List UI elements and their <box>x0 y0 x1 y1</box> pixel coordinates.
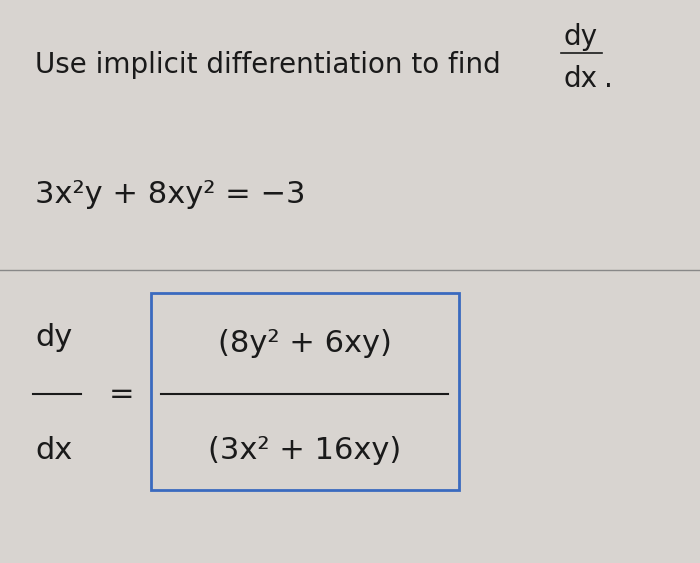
Text: Use implicit differentiation to find: Use implicit differentiation to find <box>35 51 510 79</box>
Text: =: = <box>108 379 134 409</box>
Text: .: . <box>604 65 613 93</box>
Text: dy: dy <box>564 23 598 51</box>
Text: dx: dx <box>564 65 598 93</box>
Text: (3x² + 16xy): (3x² + 16xy) <box>208 436 401 465</box>
Text: 3x²y + 8xy² = −3: 3x²y + 8xy² = −3 <box>35 180 305 209</box>
Text: dy: dy <box>35 323 72 352</box>
Text: dx: dx <box>35 436 72 465</box>
Text: (8y² + 6xy): (8y² + 6xy) <box>218 329 391 358</box>
